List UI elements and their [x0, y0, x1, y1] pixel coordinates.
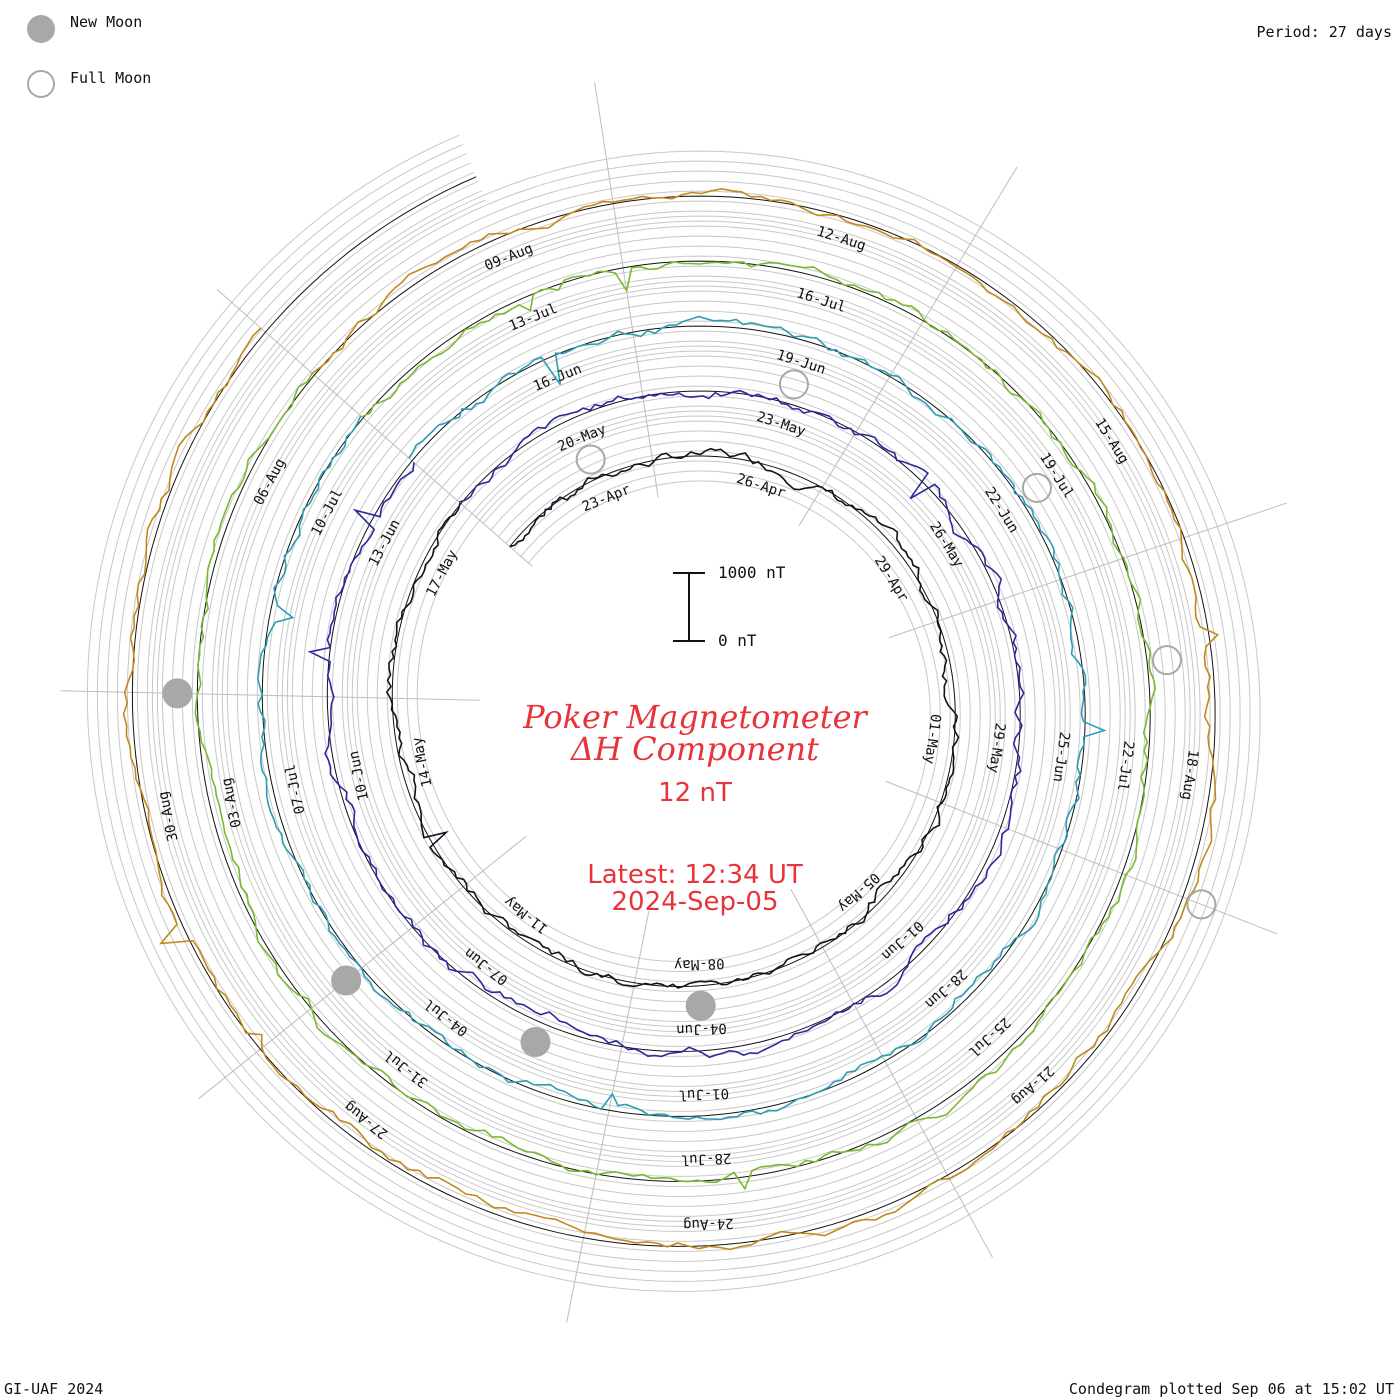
grid-spiral-5 [106, 153, 1241, 1272]
date-label: 29-May [985, 722, 1008, 774]
full-moon-marker-2 [1021, 472, 1052, 503]
grid-spiral-3 [126, 171, 1221, 1252]
baseline-spiral [131, 176, 1216, 1247]
grid-spiral-6 [96, 143, 1251, 1282]
grid-spiral-2 [136, 180, 1211, 1242]
new-moon-marker-2 [331, 965, 362, 996]
date-label: 04-Jun [676, 1020, 727, 1038]
date-label: 28-Jul [681, 1150, 732, 1168]
date-label: 23-Apr [580, 482, 633, 516]
radial-spoke-4 [885, 780, 1277, 935]
date-label: 28-Jun [921, 966, 969, 1012]
radial-spoke-0 [216, 288, 533, 567]
chart-title: Poker Magnetometer [523, 698, 867, 736]
full-moon-marker-1 [778, 369, 809, 400]
full-moon-label: Full Moon [70, 69, 152, 87]
date-label: 31-Jul [381, 1047, 431, 1091]
new-moon-marker-1 [520, 1027, 551, 1058]
full-moon-marker-3 [1151, 645, 1182, 676]
radial-spoke-7 [198, 835, 527, 1100]
radial-spoke-6 [566, 910, 650, 1323]
latest-date: 2024-Sep-05 [611, 887, 779, 917]
trace-period-2 [307, 389, 1025, 1059]
full-moon-marker-0 [575, 444, 606, 475]
new-moon-label: New Moon [70, 13, 143, 31]
grid-spiral-7 [86, 134, 1261, 1292]
date-label: 07-Jun [461, 944, 511, 988]
plotted-timestamp: Condegram plotted Sep 06 at 15:02 UT [1068, 1380, 1394, 1398]
grid-spiral-1 [146, 190, 1201, 1232]
radial-spoke-5 [790, 888, 993, 1258]
date-label: 24-Aug [683, 1215, 734, 1233]
full-moon-icon [27, 70, 55, 98]
period-label: Period: 27 days [1256, 23, 1392, 41]
trace-period-4 [194, 261, 1157, 1191]
date-label: 08-May [674, 955, 725, 973]
latest-time: Latest: 12:34 UT [587, 860, 803, 890]
grid-spiral-0 [156, 199, 1191, 1222]
date-label: 16-Jul [795, 285, 848, 316]
chart-subtitle: ΔH Component [570, 730, 820, 768]
radial-spoke-3 [888, 502, 1287, 639]
radial-spoke-8 [60, 690, 481, 701]
date-label: 22-Jul [1114, 740, 1137, 792]
date-label: 27-Aug [341, 1098, 391, 1142]
date-label: 25-Jul [965, 1014, 1013, 1060]
new-moon-marker-3 [162, 678, 193, 709]
scale-bottom-label: 0 nT [718, 631, 757, 650]
credit-label: GI-UAF 2024 [4, 1380, 104, 1398]
new-moon-marker-0 [685, 990, 716, 1021]
trace-period-3 [256, 315, 1107, 1121]
new-moon-icon [27, 15, 55, 43]
date-label: 18-Aug [1178, 749, 1201, 801]
scale-bar [673, 572, 705, 642]
trace-period-5 [122, 187, 1220, 1251]
date-label: 12-Aug [815, 223, 868, 254]
current-value: 12 nT [658, 778, 732, 808]
full-moon-marker-4 [1186, 889, 1217, 920]
date-label: 04-Jul [421, 995, 471, 1039]
date-label: 25-Jun [1049, 731, 1072, 783]
scale-top-label: 1000 nT [718, 563, 786, 582]
radial-spoke-2 [798, 166, 1018, 526]
trace-period-1 [385, 447, 960, 989]
grid-spiral-4 [116, 162, 1231, 1262]
date-label: 01-May [921, 713, 944, 765]
date-label: 01-Jun [878, 917, 926, 963]
date-label: 01-Jul [678, 1085, 729, 1103]
date-label: 23-May [754, 409, 807, 440]
date-label: 21-Aug [1008, 1062, 1056, 1108]
date-label: 17-May [423, 547, 461, 599]
